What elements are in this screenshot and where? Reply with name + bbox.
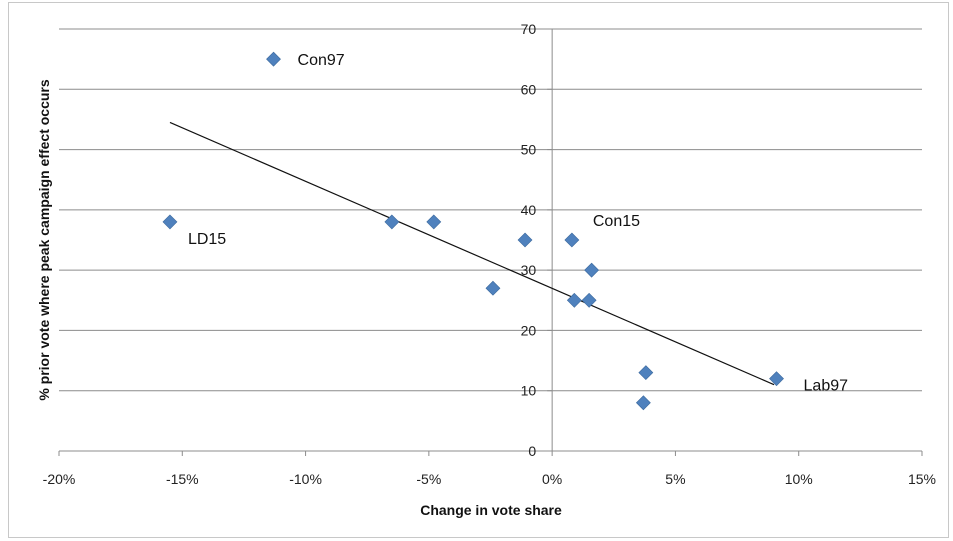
trendline (169, 121, 775, 386)
y-tick-label: 10 (521, 383, 537, 399)
y-tick-label: 40 (521, 202, 537, 218)
data-points (162, 51, 784, 411)
x-tick-label: 15% (908, 471, 936, 487)
data-point-13 (769, 371, 784, 387)
trendline-layer (169, 121, 775, 386)
data-point-7 (564, 232, 580, 248)
y-tick-label: 70 (521, 21, 537, 37)
data-point-10 (584, 262, 600, 278)
y-tick-label: 0 (528, 443, 536, 459)
x-axis-title: Change in vote share (420, 502, 562, 518)
y-tick-label: 50 (521, 142, 537, 158)
data-point-11 (635, 395, 651, 411)
data-point-3 (384, 214, 400, 230)
point-label-con97: Con97 (298, 52, 345, 69)
axes (58, 28, 923, 456)
y-tick-label: 20 (521, 322, 537, 338)
point-label-con15: Con15 (593, 213, 640, 230)
data-point-5 (485, 280, 501, 296)
data-point-4 (426, 214, 442, 230)
gridlines (59, 28, 922, 392)
x-tick-label: 10% (785, 471, 813, 487)
point-label-lab97: Lab97 (804, 378, 849, 395)
data-point-12 (638, 365, 654, 381)
y-tick-label: 60 (521, 81, 537, 97)
x-tick-label: 5% (665, 471, 685, 487)
point-labels: LD15 Con97 Con15 Lab97 (188, 52, 848, 395)
data-point-8 (566, 292, 582, 308)
x-tick-label: -20% (43, 471, 76, 487)
tick-labels: 0 10 20 30 40 50 60 70 -20% -15% -10% -5% 0% 5% 10% 15% (43, 21, 936, 487)
x-tick-label: -5% (416, 471, 441, 487)
y-tick-label: 30 (521, 262, 537, 278)
y-axis-title: % prior vote where peak campaign effect … (36, 79, 52, 401)
data-point-1 (162, 214, 178, 230)
x-tick-label: 0% (542, 471, 562, 487)
x-tick-label: -15% (166, 471, 199, 487)
data-point-6 (517, 232, 533, 248)
data-point-9 (581, 292, 597, 308)
point-label-ld15: LD15 (188, 231, 226, 248)
data-point-2 (266, 51, 281, 67)
x-tick-label: -10% (289, 471, 322, 487)
